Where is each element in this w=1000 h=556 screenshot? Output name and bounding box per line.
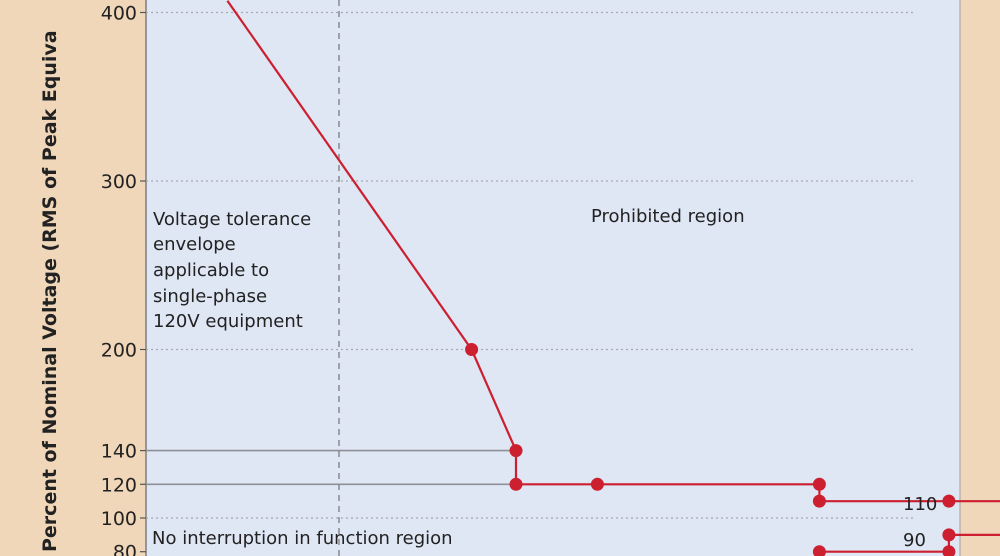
data-point	[465, 343, 479, 356]
data-point	[509, 444, 523, 458]
note-line: envelope	[153, 234, 236, 255]
data-point	[509, 477, 523, 491]
y-tick-label: 400	[101, 3, 137, 25]
data-point	[812, 477, 826, 491]
note-line: 120V equipment	[153, 311, 303, 332]
note-line: single-phase	[153, 286, 267, 307]
data-point	[590, 477, 604, 491]
y-tick-label: 100	[101, 508, 137, 530]
note-line: applicable to	[153, 260, 269, 281]
voltage-envelope-line-2	[819, 533, 1000, 553]
prohibited-region-label: Prohibited region	[591, 206, 745, 227]
voltage-tolerance-note: Voltage tolerance envelope applicable to…	[153, 209, 311, 332]
y-tick-label: 120	[101, 474, 137, 496]
data-point	[812, 545, 826, 556]
y-axis-label: Percent of Nominal Voltage (RMS of Peak …	[39, 30, 61, 552]
data-point	[942, 528, 956, 542]
series-end-label-90: 90	[903, 530, 926, 551]
y-tick-label: 140	[101, 441, 137, 463]
note-line: Voltage tolerance	[153, 209, 311, 230]
data-point	[942, 545, 956, 556]
data-point	[942, 494, 956, 508]
y-tick-label: 300	[101, 171, 137, 193]
no-interruption-region-label: No interruption in function region	[152, 528, 453, 549]
plot-area	[146, 0, 960, 556]
y-tick-label: 80	[113, 542, 137, 556]
y-tick-label: 200	[101, 340, 137, 362]
data-point	[812, 494, 826, 508]
series-end-label-110: 110	[903, 494, 937, 515]
